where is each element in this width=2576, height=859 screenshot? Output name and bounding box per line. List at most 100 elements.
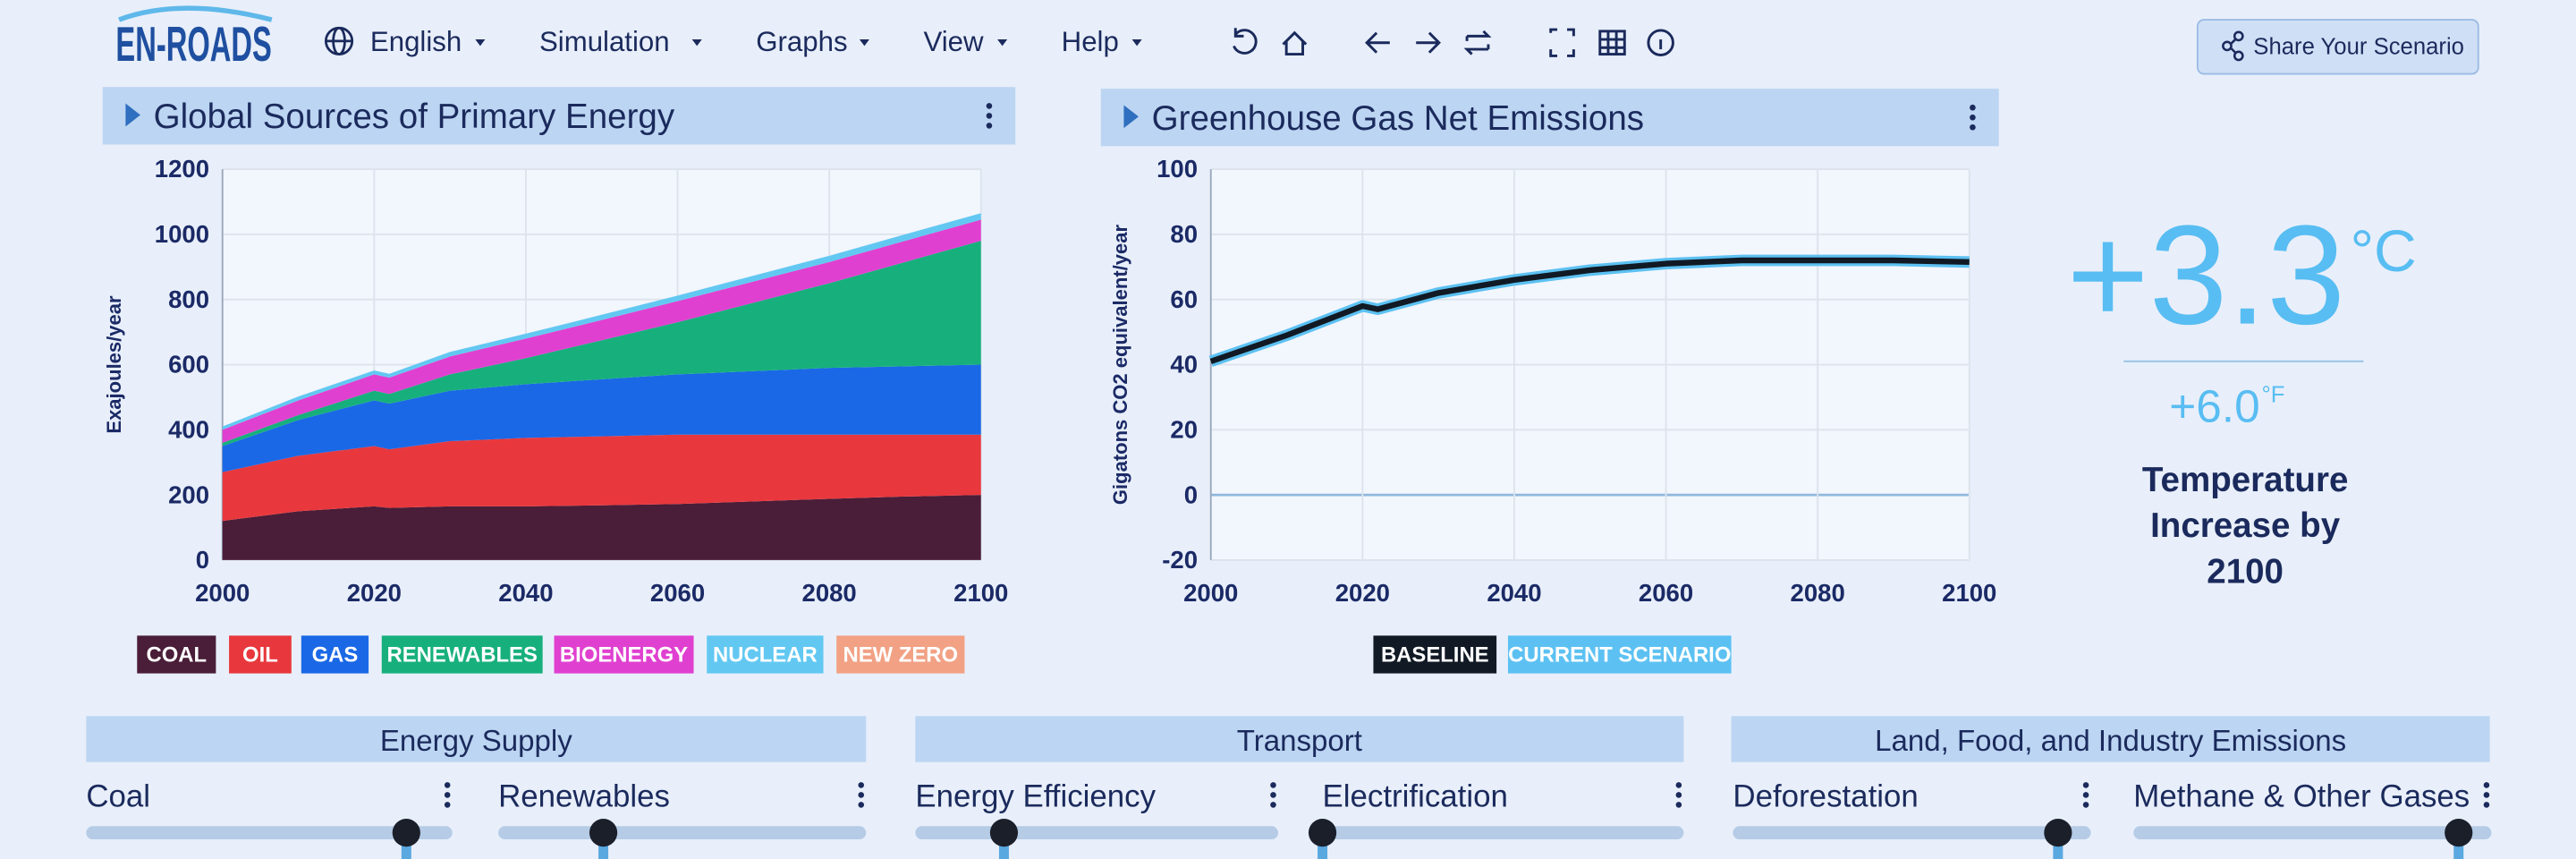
caption-line: Temperature <box>2142 461 2349 499</box>
menu-dot[interactable] <box>986 103 993 109</box>
slider-label: Deforestation <box>1733 778 1918 813</box>
slider-track[interactable] <box>1733 826 2091 839</box>
slider-track[interactable] <box>2133 826 2492 839</box>
menu-dot[interactable] <box>1970 114 1976 121</box>
slider-knob[interactable] <box>989 819 1019 847</box>
menu-dot[interactable] <box>444 802 451 808</box>
menu-dot[interactable] <box>2082 782 2089 788</box>
slider-track[interactable] <box>498 826 867 839</box>
legend-swatch[interactable] <box>381 635 543 674</box>
menu-dot[interactable] <box>858 782 865 788</box>
menu-dot[interactable] <box>858 792 865 798</box>
area-series <box>222 434 981 522</box>
line-series <box>1209 257 1970 364</box>
group-title: Land, Food, and Industry Emissions <box>1875 725 2346 758</box>
menu-dot[interactable] <box>1970 123 1976 131</box>
menu-help[interactable]: Help <box>1062 26 1119 57</box>
slider-knob[interactable] <box>2044 819 2072 847</box>
menu-dot[interactable] <box>2082 802 2089 808</box>
x-tick-label: 2080 <box>802 579 857 607</box>
menu-dot[interactable] <box>2483 792 2490 798</box>
menu-graphs[interactable]: Graphs <box>756 26 847 57</box>
temperature-celsius: +3.3 <box>2066 197 2345 354</box>
y-axis-label: Gigatons CO2 equivalent/year <box>1109 224 1131 505</box>
collapse-arrow[interactable] <box>1123 105 1139 129</box>
x-tick-label: 2060 <box>1639 579 1693 607</box>
share-label[interactable]: Share Your Scenario <box>2253 35 2464 60</box>
group-title: Energy Supply <box>380 725 572 758</box>
globe-icon <box>324 26 354 55</box>
menu-english[interactable]: English <box>370 26 462 57</box>
legend-label[interactable]: GAS <box>312 643 359 668</box>
legend-label[interactable]: CURRENT SCENARIO <box>1508 643 1731 668</box>
slider-knob[interactable] <box>2445 819 2473 847</box>
caption-line: 2100 <box>2207 553 2284 591</box>
legend-swatch[interactable] <box>1507 635 1732 674</box>
menu-dot[interactable] <box>986 123 993 129</box>
legend-swatch[interactable] <box>301 635 369 674</box>
x-tick-label: 2060 <box>650 579 705 607</box>
slider-knob[interactable] <box>392 819 420 847</box>
legend-swatch[interactable] <box>1373 635 1497 674</box>
y-tick-label: 1200 <box>155 155 209 183</box>
menu-dot[interactable] <box>1270 782 1276 788</box>
fahrenheit-unit: °F <box>2261 383 2284 408</box>
legend-label[interactable]: NEW ZERO <box>843 643 959 668</box>
area-series <box>222 241 981 447</box>
y-tick-label: 60 <box>1170 285 1198 313</box>
x-tick-label: 2020 <box>347 579 402 607</box>
legend-label[interactable]: NUCLEAR <box>713 643 818 668</box>
chart-header <box>1100 89 1999 147</box>
x-tick-label: 2040 <box>498 579 553 607</box>
menu-dot[interactable] <box>1970 104 1976 111</box>
x-tick-label: 2000 <box>195 579 250 607</box>
slider-knob[interactable] <box>589 819 618 847</box>
legend-label[interactable]: OIL <box>242 643 278 668</box>
menu-dot[interactable] <box>1270 792 1276 798</box>
y-tick-label: 0 <box>196 546 209 574</box>
legend-swatch[interactable] <box>137 635 216 674</box>
menu-simulation[interactable]: Simulation <box>539 26 670 57</box>
chart-title: Greenhouse Gas Net Emissions <box>1152 99 1644 138</box>
share-icon <box>2222 30 2244 62</box>
menu-dot[interactable] <box>2483 782 2490 788</box>
caption-line: Increase by <box>2150 506 2341 545</box>
menu-dot[interactable] <box>1270 802 1276 808</box>
menu-dot[interactable] <box>444 792 451 798</box>
legend-swatch[interactable] <box>707 635 824 674</box>
legend-label[interactable]: BIOENERGY <box>560 643 688 668</box>
menu-dot[interactable] <box>858 802 865 808</box>
legend-swatch[interactable] <box>229 635 292 674</box>
menu-dot[interactable] <box>1675 792 1682 798</box>
slider-track[interactable] <box>915 826 1278 839</box>
menu-view[interactable]: View <box>924 26 985 57</box>
legend-swatch[interactable] <box>554 635 694 674</box>
legend-swatch[interactable] <box>836 635 965 674</box>
logo[interactable]: EN-ROADS <box>115 16 271 72</box>
slider-track[interactable] <box>1322 826 1684 839</box>
y-axis-label: Exajoules/year <box>103 295 125 434</box>
legend-label[interactable]: COAL <box>147 643 208 668</box>
slider-knob[interactable] <box>1308 819 1337 847</box>
menu-dot[interactable] <box>1675 782 1682 788</box>
menu-dot[interactable] <box>444 782 451 788</box>
x-tick-label: 2080 <box>1791 579 1845 607</box>
menu-dot[interactable] <box>1675 802 1682 808</box>
area-series <box>222 219 981 443</box>
menu-dot[interactable] <box>2082 792 2089 798</box>
collapse-arrow[interactable] <box>125 103 140 127</box>
legend-label[interactable]: BASELINE <box>1381 643 1489 668</box>
area-series <box>222 213 981 430</box>
y-tick-label: 0 <box>1184 481 1198 508</box>
group-header <box>86 716 867 762</box>
menu-dot[interactable] <box>986 113 993 119</box>
area-series <box>222 495 981 560</box>
celsius-unit: °C <box>2351 218 2417 285</box>
slider-track[interactable] <box>86 826 453 839</box>
share-button[interactable] <box>2196 19 2479 75</box>
menu-dot[interactable] <box>2483 802 2490 808</box>
x-tick-label: 2100 <box>953 579 1008 607</box>
toolbar-icons[interactable] <box>1233 28 1674 57</box>
y-tick-label: 1000 <box>155 220 209 248</box>
legend-label[interactable]: RENEWABLES <box>387 643 538 668</box>
